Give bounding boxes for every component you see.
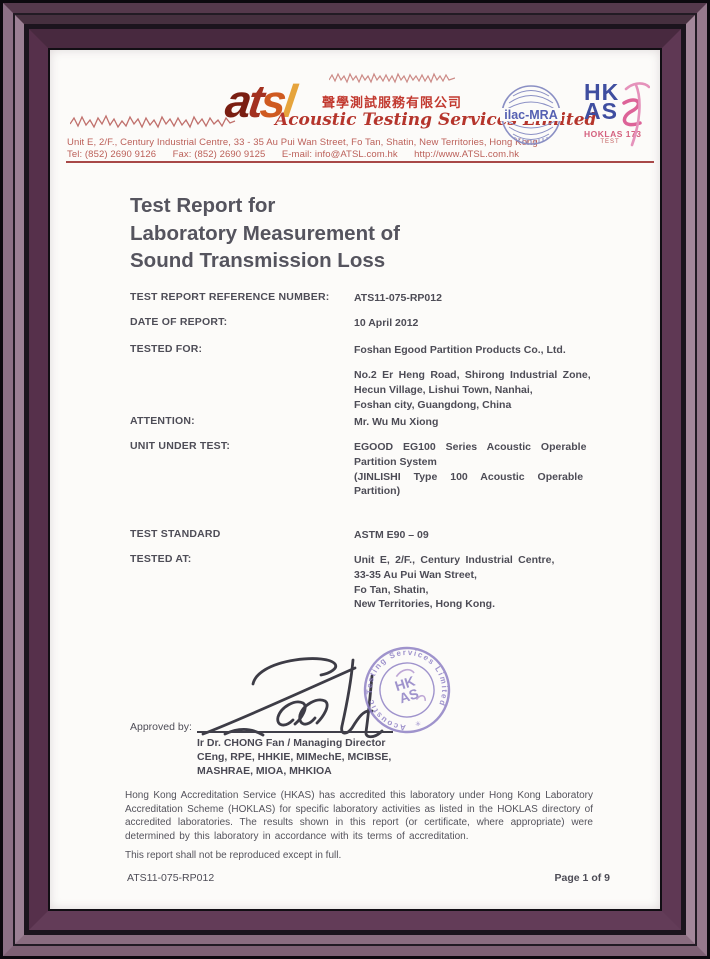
stamp-as: AS	[397, 685, 420, 706]
signatory-name: Ir Dr. CHONG Fan / Managing Director	[197, 737, 386, 749]
signatory-credentials: CEng, RPE, HHKIE, MIMechE, MCIBSE,	[197, 751, 392, 763]
hoklas-test-label: TEST	[600, 139, 620, 145]
field-label: TEST STANDARD	[130, 528, 221, 540]
stamp-star-icon: ✳	[414, 719, 422, 728]
field-value: EGOOD EG100 Series Acoustic Operable Par…	[354, 441, 587, 498]
company-stamp: Acoustic Testing Services Limited HK AS …	[361, 644, 453, 736]
ilac-mra-label: ilac-MRA	[504, 108, 557, 122]
field-label: TESTED AT:	[130, 553, 192, 565]
field-value: No.2 Er Heng Road, Shirong Industrial Zo…	[354, 369, 591, 411]
waveform-icon	[329, 72, 455, 84]
stamp-hk: HK	[393, 673, 417, 694]
field-label: UNIT UNDER TEST:	[130, 440, 231, 452]
title-line: Sound Transmission Loss	[130, 249, 386, 272]
header-divider	[66, 161, 654, 163]
field-value: ATS11-075-RP012	[354, 292, 442, 304]
hkas-letters-bottom: AS	[584, 98, 618, 124]
hkas-letters-top: HK	[584, 79, 620, 105]
approved-by-label: Approved by:	[130, 721, 192, 733]
signatory-credentials: MASHRAE, MIOA, MHKIOA	[197, 765, 332, 777]
waveform-icon	[70, 114, 236, 129]
company-contacts: Tel: (852) 2690 9126 Fax: (852) 2690 912…	[67, 149, 520, 160]
title-line: Laboratory Measurement of	[130, 221, 400, 245]
signatory-block: Ir Dr. CHONG Fan / Managing Director CEn…	[197, 736, 391, 778]
field-value: Mr. Wu Mu Xiong	[354, 416, 439, 428]
hoklas-scheme-label: HOKLAS 173	[584, 129, 642, 139]
field-value: Foshan Egood Partition Products Co., Ltd…	[354, 344, 566, 356]
reproduction-note: This report shall not be reproduced exce…	[125, 850, 342, 861]
field-value: Unit E, 2/F., Century Industrial Centre,…	[354, 554, 555, 611]
field-label: DATE OF REPORT:	[130, 316, 228, 328]
document-page: atsl 聲學測試服務有限公司 Acoustic Testing Service…	[50, 50, 660, 909]
title-line: Test Report for	[130, 194, 276, 217]
hkas-pink-brush-icon	[622, 82, 650, 147]
signature-line	[197, 731, 393, 733]
field-label: ATTENTION:	[130, 415, 195, 427]
field-label: TEST REPORT REFERENCE NUMBER:	[130, 291, 330, 303]
company-name-chinese: 聲學測試服務有限公司	[322, 95, 463, 110]
field-value: 10 April 2012	[354, 317, 419, 329]
report-title: Test Report for Laboratory Measurement o…	[130, 192, 400, 275]
ilac-mra-globe-icon: ilac-MRA	[500, 85, 562, 145]
company-address: Unit E, 2/F., Century Industrial Centre,…	[67, 137, 538, 148]
hkas-logo: HK AS HOKLAS 173 TEST	[584, 79, 650, 147]
accreditation-statement: Hong Kong Accreditation Service (HKAS) h…	[125, 790, 594, 842]
page-number: Page 1 of 9	[554, 872, 610, 884]
report-reference: ATS11-075-RP012	[127, 872, 215, 884]
field-value: ASTM E90 – 09	[354, 529, 429, 541]
field-label: TESTED FOR:	[130, 343, 203, 355]
